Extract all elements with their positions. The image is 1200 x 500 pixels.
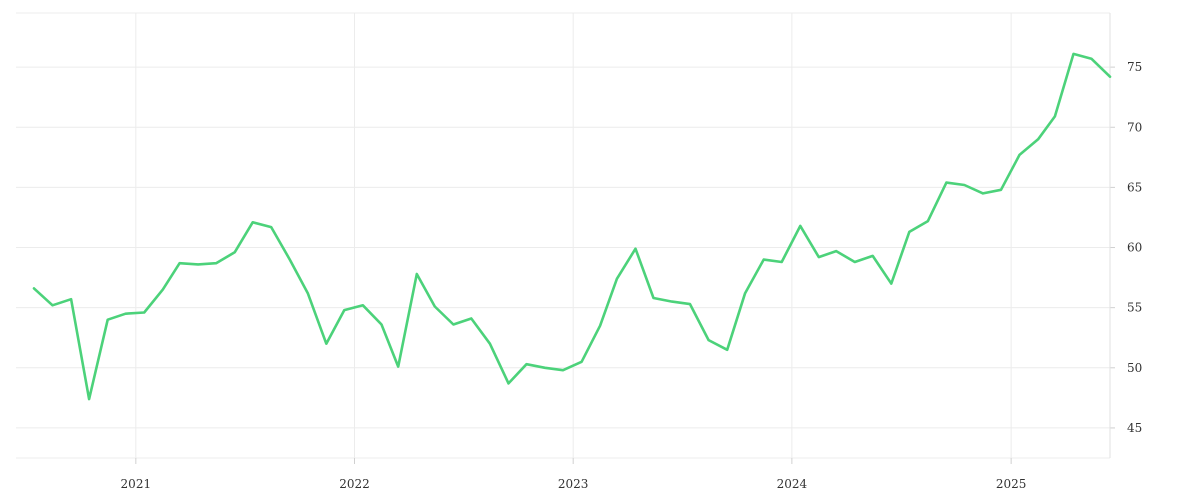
y-tick-label: 55	[1127, 301, 1142, 315]
y-tick-label: 75	[1127, 60, 1142, 74]
y-tick-label: 70	[1127, 120, 1142, 134]
x-tick-label: 2025	[996, 477, 1027, 491]
axes	[135, 13, 1115, 464]
x-tick-label: 2024	[777, 477, 808, 491]
y-tick-label: 45	[1127, 421, 1142, 435]
x-tick-label: 2021	[121, 477, 152, 491]
tick-labels: 45 50 55 60 65 70 75 2021 2022 2023 2024 2025	[121, 60, 1143, 491]
x-tick-label: 2022	[339, 477, 370, 491]
series-line	[32, 52, 1112, 401]
series-layer	[32, 52, 1112, 401]
x-tick-label: 2023	[558, 477, 589, 491]
y-tick-label: 60	[1127, 241, 1142, 255]
grid-lines	[16, 12, 1110, 459]
y-tick-label: 50	[1127, 361, 1142, 375]
y-tick-label: 65	[1127, 180, 1142, 194]
